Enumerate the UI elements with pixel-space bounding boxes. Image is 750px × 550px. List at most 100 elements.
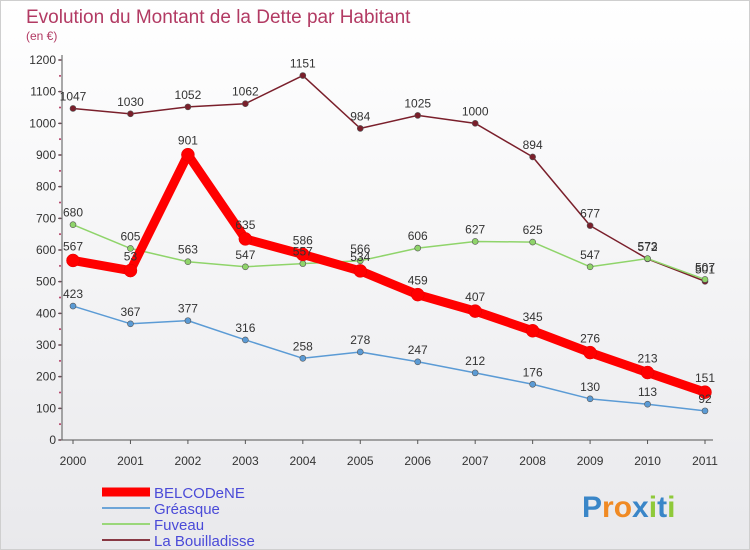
y-tick-label: 900	[36, 148, 56, 162]
data-point	[471, 120, 479, 127]
data-label: 367	[120, 305, 140, 319]
data-label: 547	[580, 248, 600, 262]
legend-label: BELCODeNE	[154, 485, 245, 502]
data-label: 501	[695, 262, 715, 276]
data-point	[184, 258, 192, 266]
legend-label: La Bouilladisse	[154, 533, 255, 550]
x-tick-label: 2004	[289, 454, 316, 468]
data-point	[414, 358, 422, 366]
data-label: 894	[523, 138, 543, 152]
y-axis-minor-dot	[59, 106, 61, 109]
data-label: 1062	[232, 85, 259, 99]
data-point	[471, 238, 479, 245]
data-point	[238, 232, 253, 246]
data-point	[529, 153, 536, 161]
y-axis-minor-dot	[59, 328, 61, 331]
data-label: 1030	[117, 95, 144, 109]
chart-title: Evolution du Montant de la Dette par Hab…	[26, 7, 411, 28]
y-tick-label: 0	[49, 433, 56, 447]
data-point	[698, 385, 712, 399]
x-tick-label: 2010	[634, 454, 661, 468]
x-tick-label: 2005	[347, 454, 374, 468]
data-point	[414, 112, 422, 119]
data-label: 572	[638, 240, 658, 254]
data-label: 1000	[462, 104, 489, 118]
data-labels: 567 53 901 635 586 534 459 407 345 276 213 151 423 36…	[60, 57, 716, 406]
data-point	[356, 348, 364, 356]
y-tick-label: 300	[36, 338, 56, 352]
data-point	[583, 345, 597, 360]
data-label: 605	[120, 229, 140, 243]
data-label: 345	[523, 310, 543, 324]
data-label: 1047	[60, 89, 87, 103]
proxiti-logo: Proxiti	[582, 491, 675, 524]
data-label: 377	[178, 302, 198, 316]
proxiti-logo-letter: i	[667, 491, 675, 524]
data-label: 423	[63, 287, 83, 301]
data-label: 984	[350, 109, 370, 123]
data-point	[640, 365, 655, 380]
legend-label: Gréasque	[154, 501, 220, 518]
data-point	[299, 354, 307, 362]
y-tick-label: 400	[36, 306, 56, 320]
data-label: 557	[293, 245, 313, 259]
data-point	[296, 247, 310, 262]
data-label: 151	[695, 371, 715, 385]
y-tick-label: 500	[36, 275, 56, 289]
series-gréasque	[69, 302, 709, 415]
y-tick-label: 600	[36, 243, 56, 257]
series-line	[72, 74, 706, 283]
x-tick-label: 2008	[519, 454, 546, 468]
data-point	[410, 287, 425, 302]
data-point	[184, 317, 192, 324]
data-label: 586	[293, 233, 313, 247]
x-tick-label: 2002	[175, 454, 202, 468]
data-point	[184, 103, 192, 111]
data-point	[69, 105, 77, 112]
data-point	[299, 72, 307, 79]
data-label: 278	[350, 333, 370, 347]
data-label: 680	[63, 206, 83, 220]
data-label: 212	[465, 354, 485, 368]
proxiti-logo-letter: x	[632, 491, 649, 524]
y-axis-minor-dot	[59, 359, 61, 362]
x-tick-label: 2009	[577, 454, 604, 468]
data-label: 547	[235, 248, 255, 262]
data-point	[123, 263, 138, 278]
data-point	[127, 245, 134, 252]
y-tick-label: 800	[36, 180, 56, 194]
y-axis-minor-dot	[59, 233, 61, 236]
y-axis-minor-dot	[59, 264, 61, 267]
series-la-bouilladisse	[69, 72, 709, 285]
y-axis-minor-dot	[59, 138, 61, 141]
data-label: 901	[178, 134, 198, 148]
data-label: 635	[235, 218, 255, 232]
data-point	[586, 263, 594, 271]
data-label: 567	[63, 239, 83, 253]
data-label: 53	[124, 250, 138, 264]
y-tick-label: 1200	[29, 53, 56, 67]
y-tick-label: 1100	[30, 85, 56, 99]
data-label: 113	[638, 385, 657, 399]
y-axis-minor-dot	[59, 169, 61, 172]
data-point	[701, 407, 709, 415]
data-point	[127, 320, 134, 328]
data-label: 507	[695, 260, 715, 274]
data-label: 625	[523, 223, 543, 237]
y-axis-minor-dot	[59, 74, 61, 77]
data-label: 563	[178, 243, 198, 257]
y-axis-minor-dot	[59, 201, 61, 204]
data-label: 130	[580, 380, 600, 394]
series-line	[68, 150, 710, 397]
series-belcodene	[66, 147, 712, 399]
x-tick-label: 2000	[60, 454, 87, 468]
proxiti-logo-letter: r	[602, 491, 614, 524]
data-point	[586, 222, 594, 229]
data-label: 627	[465, 222, 485, 236]
data-label: 534	[350, 250, 370, 264]
data-point	[66, 253, 80, 268]
data-label: 407	[465, 290, 485, 304]
proxiti-logo-letter: o	[614, 491, 632, 524]
